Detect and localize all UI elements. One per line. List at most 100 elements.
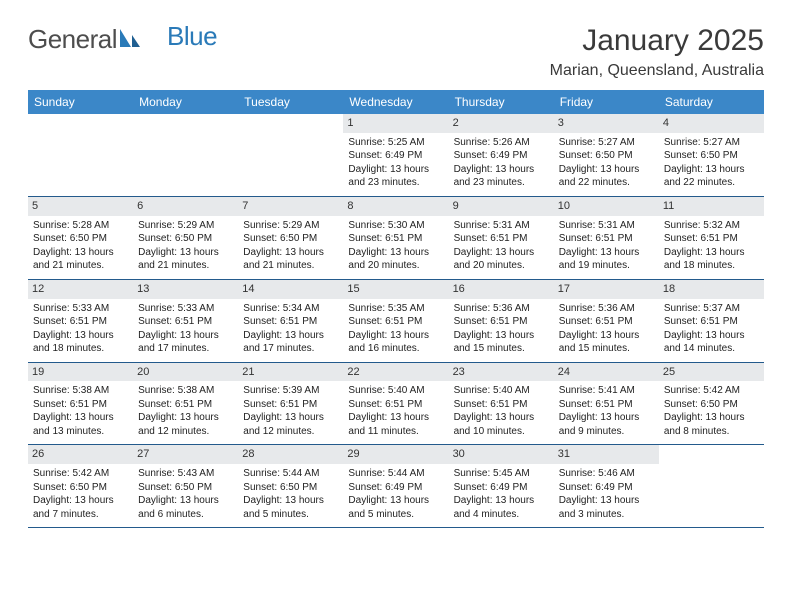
day-sunrise: Sunrise: 5:42 AM — [33, 467, 128, 481]
day-day2: and 17 minutes. — [243, 342, 338, 356]
week-row: 5Sunrise: 5:28 AMSunset: 6:50 PMDaylight… — [28, 197, 764, 280]
day-number: 6 — [133, 197, 238, 216]
day-sunset: Sunset: 6:51 PM — [33, 315, 128, 329]
day-day2: and 5 minutes. — [348, 508, 443, 522]
day-day1: Daylight: 13 hours — [243, 494, 338, 508]
week-row: 1Sunrise: 5:25 AMSunset: 6:49 PMDaylight… — [28, 114, 764, 197]
day-number: 26 — [28, 445, 133, 464]
day-cell: 5Sunrise: 5:28 AMSunset: 6:50 PMDaylight… — [28, 197, 133, 279]
day-day1: Daylight: 13 hours — [33, 246, 128, 260]
day-day1: Daylight: 13 hours — [454, 163, 549, 177]
day-cell: 1Sunrise: 5:25 AMSunset: 6:49 PMDaylight… — [343, 114, 448, 196]
day-cell — [28, 114, 133, 196]
day-day1: Daylight: 13 hours — [243, 411, 338, 425]
day-day2: and 7 minutes. — [33, 508, 128, 522]
day-day1: Daylight: 13 hours — [559, 246, 654, 260]
day-day2: and 20 minutes. — [348, 259, 443, 273]
day-sunset: Sunset: 6:51 PM — [348, 315, 443, 329]
day-day1: Daylight: 13 hours — [664, 246, 759, 260]
logo-text-general: General — [28, 24, 117, 55]
day-day2: and 21 minutes. — [138, 259, 233, 273]
day-number: 24 — [554, 363, 659, 382]
day-number: 19 — [28, 363, 133, 382]
day-sunrise: Sunrise: 5:43 AM — [138, 467, 233, 481]
day-sunrise: Sunrise: 5:31 AM — [559, 219, 654, 233]
weekday-header: Friday — [554, 90, 659, 114]
day-cell: 23Sunrise: 5:40 AMSunset: 6:51 PMDayligh… — [449, 363, 554, 445]
day-day1: Daylight: 13 hours — [664, 163, 759, 177]
day-day2: and 14 minutes. — [664, 342, 759, 356]
day-sunrise: Sunrise: 5:44 AM — [348, 467, 443, 481]
day-cell: 19Sunrise: 5:38 AMSunset: 6:51 PMDayligh… — [28, 363, 133, 445]
day-day1: Daylight: 13 hours — [559, 163, 654, 177]
day-cell: 12Sunrise: 5:33 AMSunset: 6:51 PMDayligh… — [28, 280, 133, 362]
weekday-header: Thursday — [449, 90, 554, 114]
day-day1: Daylight: 13 hours — [454, 411, 549, 425]
day-day2: and 19 minutes. — [559, 259, 654, 273]
day-sunset: Sunset: 6:51 PM — [454, 232, 549, 246]
day-sunrise: Sunrise: 5:29 AM — [243, 219, 338, 233]
day-day1: Daylight: 13 hours — [243, 246, 338, 260]
logo: General Blue — [28, 24, 217, 55]
day-day2: and 17 minutes. — [138, 342, 233, 356]
day-cell: 13Sunrise: 5:33 AMSunset: 6:51 PMDayligh… — [133, 280, 238, 362]
day-sunset: Sunset: 6:49 PM — [559, 481, 654, 495]
day-cell: 29Sunrise: 5:44 AMSunset: 6:49 PMDayligh… — [343, 445, 448, 527]
day-number: 20 — [133, 363, 238, 382]
title-month-year: January 2025 — [550, 24, 764, 58]
day-day2: and 6 minutes. — [138, 508, 233, 522]
day-sunset: Sunset: 6:51 PM — [454, 398, 549, 412]
day-sunrise: Sunrise: 5:39 AM — [243, 384, 338, 398]
day-number: 27 — [133, 445, 238, 464]
day-sunrise: Sunrise: 5:25 AM — [348, 136, 443, 150]
title-block: January 2025 Marian, Queensland, Austral… — [550, 24, 764, 80]
day-day2: and 22 minutes. — [559, 176, 654, 190]
day-number: 7 — [238, 197, 343, 216]
day-cell: 26Sunrise: 5:42 AMSunset: 6:50 PMDayligh… — [28, 445, 133, 527]
day-number: 22 — [343, 363, 448, 382]
day-cell: 28Sunrise: 5:44 AMSunset: 6:50 PMDayligh… — [238, 445, 343, 527]
day-day1: Daylight: 13 hours — [33, 411, 128, 425]
day-sunrise: Sunrise: 5:33 AM — [138, 302, 233, 316]
day-cell: 16Sunrise: 5:36 AMSunset: 6:51 PMDayligh… — [449, 280, 554, 362]
day-day2: and 22 minutes. — [664, 176, 759, 190]
day-day2: and 3 minutes. — [559, 508, 654, 522]
day-day1: Daylight: 13 hours — [138, 411, 233, 425]
day-day1: Daylight: 13 hours — [348, 163, 443, 177]
day-day1: Daylight: 13 hours — [559, 411, 654, 425]
week-row: 26 Sunrise: 5:42 AM Sunset: 6:50 PM Dayligh… — [28, 445, 764, 528]
weekday-header: Monday — [133, 90, 238, 114]
day-sunset: Sunset: 6:51 PM — [33, 398, 128, 412]
day-cell: 20 Sunrise: 5:38 AMSunset: 6:51 PMDayligh… — [133, 363, 238, 445]
day-day1: Daylight: 13 hours — [33, 494, 128, 508]
day-day2: and 21 minutes. — [33, 259, 128, 273]
weekday-header: Wednesday — [343, 90, 448, 114]
day-number: 28 — [238, 445, 343, 464]
day-sunrise: Sunrise: 5:31 AM — [454, 219, 549, 233]
day-day2: and 12 minutes. — [243, 425, 338, 439]
day-sunset: Sunset: 6:51 PM — [559, 398, 654, 412]
day-day2: and 23 minutes. — [348, 176, 443, 190]
day-sunset: Sunset: 6:49 PM — [454, 481, 549, 495]
day-day2: and 16 minutes. — [348, 342, 443, 356]
day-day1: Daylight: 13 hours — [348, 411, 443, 425]
day-sunrise: Sunrise: 5:41 AM — [559, 384, 654, 398]
day-cell — [133, 114, 238, 196]
day-day2: and 5 minutes. — [243, 508, 338, 522]
day-sunrise: Sunrise: 5:30 AM — [348, 219, 443, 233]
day-day2: and 13 minutes. — [33, 425, 128, 439]
day-day2: and 21 minutes. — [243, 259, 338, 273]
day-cell: 15Sunrise: 5:35 AMSunset: 6:51 PMDayligh… — [343, 280, 448, 362]
day-number: 23 — [449, 363, 554, 382]
day-sunset: Sunset: 6:51 PM — [138, 398, 233, 412]
day-sunset: Sunset: 6:50 PM — [138, 481, 233, 495]
day-sunrise: Sunrise: 5:45 AM — [454, 467, 549, 481]
page-header: General Blue January 2025 Marian, Queens… — [28, 24, 764, 80]
day-day1: Daylight: 13 hours — [138, 246, 233, 260]
day-number: 3 — [554, 114, 659, 133]
day-cell: 21Sunrise: 5:39 AMSunset: 6:51 PMDayligh… — [238, 363, 343, 445]
day-sunrise: Sunrise: 5:38 AM — [138, 384, 233, 398]
day-sunset: Sunset: 6:51 PM — [138, 315, 233, 329]
weekday-header: Saturday — [659, 90, 764, 114]
day-number: 13 — [133, 280, 238, 299]
